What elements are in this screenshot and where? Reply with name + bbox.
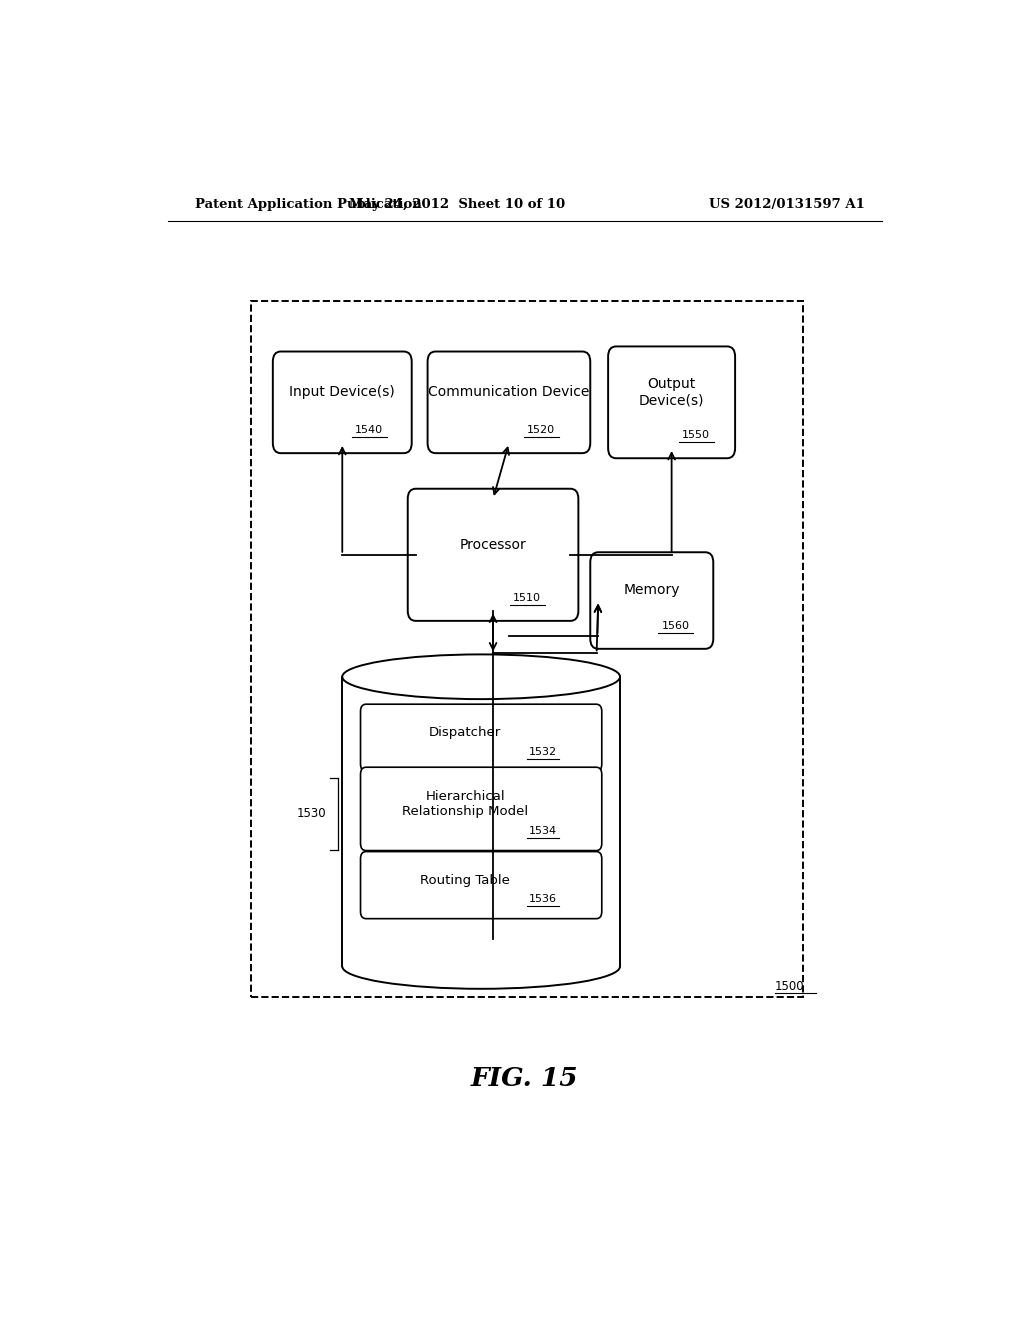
Text: 1560: 1560 (662, 620, 689, 631)
Text: May 24, 2012  Sheet 10 of 10: May 24, 2012 Sheet 10 of 10 (349, 198, 565, 211)
FancyBboxPatch shape (272, 351, 412, 453)
FancyBboxPatch shape (360, 704, 602, 771)
Text: Output
Device(s): Output Device(s) (639, 378, 705, 408)
Text: 1534: 1534 (529, 826, 557, 837)
Ellipse shape (342, 655, 621, 700)
Text: 1532: 1532 (529, 747, 557, 758)
Text: Input Device(s): Input Device(s) (290, 385, 395, 399)
Text: Hierarchical
Relationship Model: Hierarchical Relationship Model (402, 789, 528, 818)
Text: 1500: 1500 (775, 981, 805, 993)
FancyBboxPatch shape (360, 851, 602, 919)
Text: Communication Device: Communication Device (428, 385, 590, 399)
Text: 1536: 1536 (529, 895, 557, 904)
Text: 1540: 1540 (355, 425, 383, 434)
FancyBboxPatch shape (360, 767, 602, 850)
FancyBboxPatch shape (608, 346, 735, 458)
Text: 1530: 1530 (297, 808, 327, 821)
FancyBboxPatch shape (408, 488, 579, 620)
Text: 1550: 1550 (682, 430, 710, 440)
Bar (342, 677, 621, 966)
Text: 1510: 1510 (513, 593, 541, 602)
Text: 1520: 1520 (527, 425, 555, 434)
FancyBboxPatch shape (428, 351, 590, 453)
FancyBboxPatch shape (590, 552, 714, 649)
Text: US 2012/0131597 A1: US 2012/0131597 A1 (709, 198, 864, 211)
Text: Dispatcher: Dispatcher (429, 726, 502, 739)
Text: Routing Table: Routing Table (420, 874, 510, 887)
Text: FIG. 15: FIG. 15 (471, 1065, 579, 1090)
Text: Memory: Memory (624, 583, 680, 598)
Text: Patent Application Publication: Patent Application Publication (196, 198, 422, 211)
Text: Processor: Processor (460, 537, 526, 552)
